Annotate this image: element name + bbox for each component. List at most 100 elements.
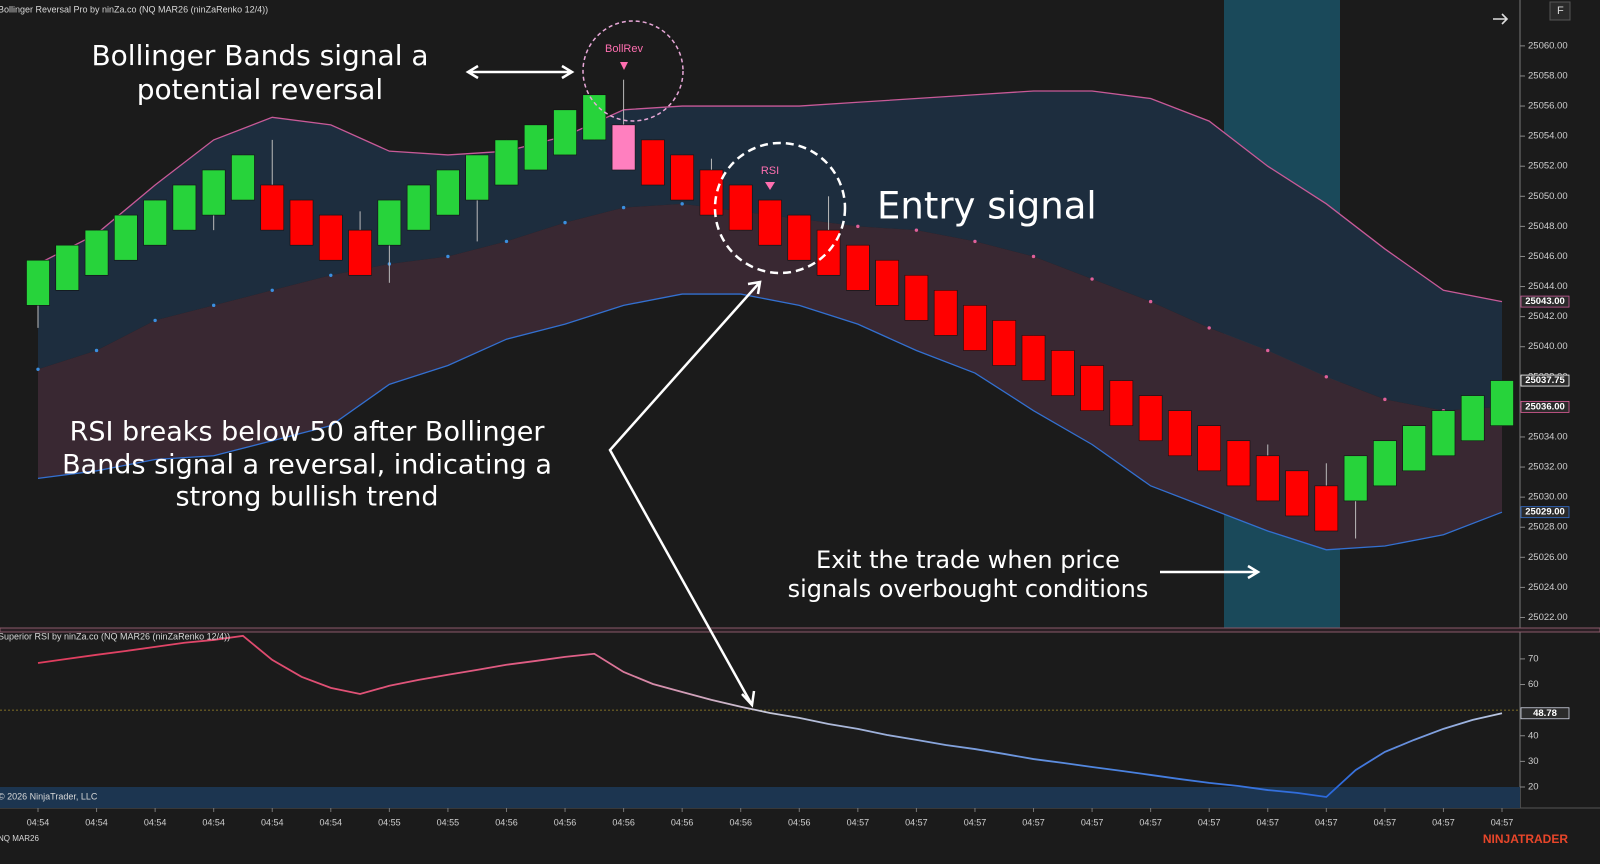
signal-circle [713,141,847,275]
candle-body [494,139,519,186]
oversold-zone [0,786,1520,808]
middle-band-dot [1266,348,1270,353]
middle-band-dot [1207,326,1211,330]
candle-body [1490,380,1514,426]
candle-body [904,274,929,321]
axis-layer: 25022.00 25024.00 25026.00 25028.00 25030.00… [0,0,1600,827]
candle-body [318,214,343,261]
candle-body [1168,410,1192,457]
indicator-title: Bollinger Reversal Pro by ninZa.co (NQ M… [0,4,268,14]
candle-body [1109,380,1134,426]
candle-body [84,229,109,276]
price-marker [1520,400,1570,413]
middle-band-dot [1324,375,1329,379]
candles-layer [26,79,1514,539]
y-tick-label: 25022.00 [1528,612,1568,623]
candle-body [143,199,167,246]
x-tick-label: 04:57 [1198,817,1221,827]
candle-body [1285,470,1309,517]
x-tick-label: 04:57 [905,817,928,827]
y-tick-label: 25032.00 [1528,462,1568,473]
middle-band-dot [1090,277,1094,281]
candle-body [582,94,607,141]
arrow [465,64,575,80]
candle-body [406,184,431,231]
candle-body [1460,395,1485,442]
price-marker-label: 25037.75 [1525,375,1565,386]
y-tick-label: 70 [1528,653,1539,664]
x-tick-label: 04:54 [261,817,284,827]
middle-band-dot [563,220,567,225]
middle-band-dot [94,348,99,353]
band-line [37,293,1503,551]
candle-body [992,320,1017,366]
annotation: Entry signal [877,185,1097,228]
y-tick-label: 25040.00 [1528,341,1568,352]
y-tick-label: 25058.00 [1528,70,1568,81]
y-tick-label: 25024.00 [1528,582,1568,593]
y-tick-label: 25042.00 [1528,311,1568,322]
y-tick-label: 25030.00 [1528,492,1568,503]
corner-label[interactable]: F [1557,5,1564,17]
y-tick-label: 25034.00 [1528,431,1568,442]
copyright: © 2026 NinjaTrader, LLC [0,791,98,801]
y-tick-label: 60 [1528,679,1539,690]
middle-band-dot [504,239,509,244]
candle-body [377,199,402,246]
annotation-layer: Bollinger Reversal Pro by ninZa.co (NQ M… [0,1,1571,846]
y-tick-label: 25050.00 [1528,191,1568,202]
y-tick-label: 25052.00 [1528,161,1568,172]
y-tick-label: 20 [1528,782,1539,793]
price-marker [1520,506,1570,519]
x-tick-label: 04:54 [85,817,108,827]
x-tick-label: 04:54 [320,817,343,827]
y-tick-label: 25026.00 [1528,552,1568,563]
candle-body [787,214,812,261]
candle-body [670,154,694,201]
candle-body [699,169,724,216]
x-tick-label: 04:56 [554,817,577,827]
middle-band-dot [621,205,626,210]
x-tick-label: 04:54 [202,817,225,827]
candle-body [758,199,782,246]
candle-body [289,199,314,246]
arrow [608,280,762,708]
value-marker [1520,707,1570,720]
middle-band-dot [211,303,216,308]
signal-label: RSI [761,165,779,177]
middle-band-dot [973,239,977,244]
middle-band-dot [153,318,157,323]
candle-body [553,109,577,156]
middle-band-dot [1031,254,1036,259]
y-tick-label: 30 [1528,756,1539,767]
corner-button[interactable] [1549,1,1571,21]
band-line [37,90,1503,303]
candle-body [55,244,80,291]
x-tick-label: 04:57 [1256,817,1279,827]
instrument: NQ MAR26 [0,834,39,843]
rsi-line [37,634,1503,798]
candle-body [1226,440,1251,487]
x-tick-label: 04:56 [671,817,694,827]
x-tick-label: 04:54 [27,817,50,827]
candle-body [641,139,665,186]
y-tick-label: 25056.00 [1528,101,1568,112]
candle-body [523,124,548,171]
candle-body [1021,335,1046,381]
x-tick-label: 04:56 [729,817,752,827]
x-tick-label: 04:55 [437,817,460,827]
annotation: signals overbought conditions [788,575,1149,603]
arrow-icon[interactable] [1493,13,1509,25]
signal-arrow [620,62,628,70]
rsi-layer [0,634,1520,808]
candle-body [846,244,870,291]
x-tick-label: 04:55 [378,817,401,827]
candle-body [260,184,285,231]
x-tick-label: 04:57 [964,817,987,827]
x-tick-label: 04:56 [612,817,635,827]
candle-body [26,259,50,306]
candle-body [875,259,899,306]
candle-body [201,169,226,216]
